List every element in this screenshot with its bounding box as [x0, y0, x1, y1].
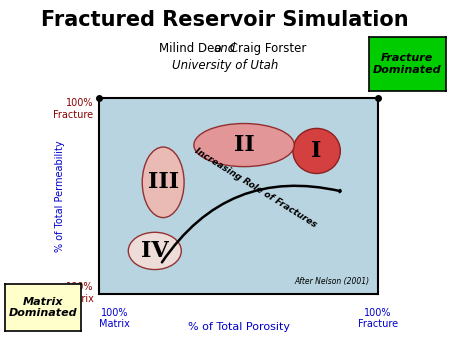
- Text: Increasing Role of Fractures: Increasing Role of Fractures: [193, 146, 318, 230]
- Text: Fracture
Dominated: Fracture Dominated: [373, 53, 441, 75]
- Text: Fractured Reservoir Simulation: Fractured Reservoir Simulation: [41, 10, 409, 30]
- Text: 100%
Matrix: 100% Matrix: [99, 308, 130, 330]
- Text: 100%
Fracture: 100% Fracture: [53, 98, 94, 120]
- Text: and: and: [214, 42, 236, 55]
- Ellipse shape: [293, 128, 340, 173]
- Text: University of Utah: University of Utah: [172, 59, 278, 72]
- Ellipse shape: [194, 123, 294, 167]
- Text: II: II: [234, 134, 254, 156]
- Text: Milind Deo: Milind Deo: [159, 42, 225, 55]
- Text: After Nelson (2001): After Nelson (2001): [294, 277, 369, 286]
- Text: 100%
Matrix: 100% Matrix: [63, 282, 94, 304]
- Ellipse shape: [128, 232, 181, 270]
- Text: % of Total Porosity: % of Total Porosity: [188, 321, 289, 332]
- Text: Matrix
Dominated: Matrix Dominated: [9, 297, 77, 318]
- Text: I: I: [311, 140, 322, 162]
- Text: III: III: [148, 171, 179, 193]
- Text: IV: IV: [141, 240, 169, 262]
- Text: Craig Forster: Craig Forster: [226, 42, 307, 55]
- Ellipse shape: [142, 147, 184, 218]
- Text: % of Total Permeability: % of Total Permeability: [55, 140, 65, 252]
- Text: 100%
Fracture: 100% Fracture: [358, 308, 398, 330]
